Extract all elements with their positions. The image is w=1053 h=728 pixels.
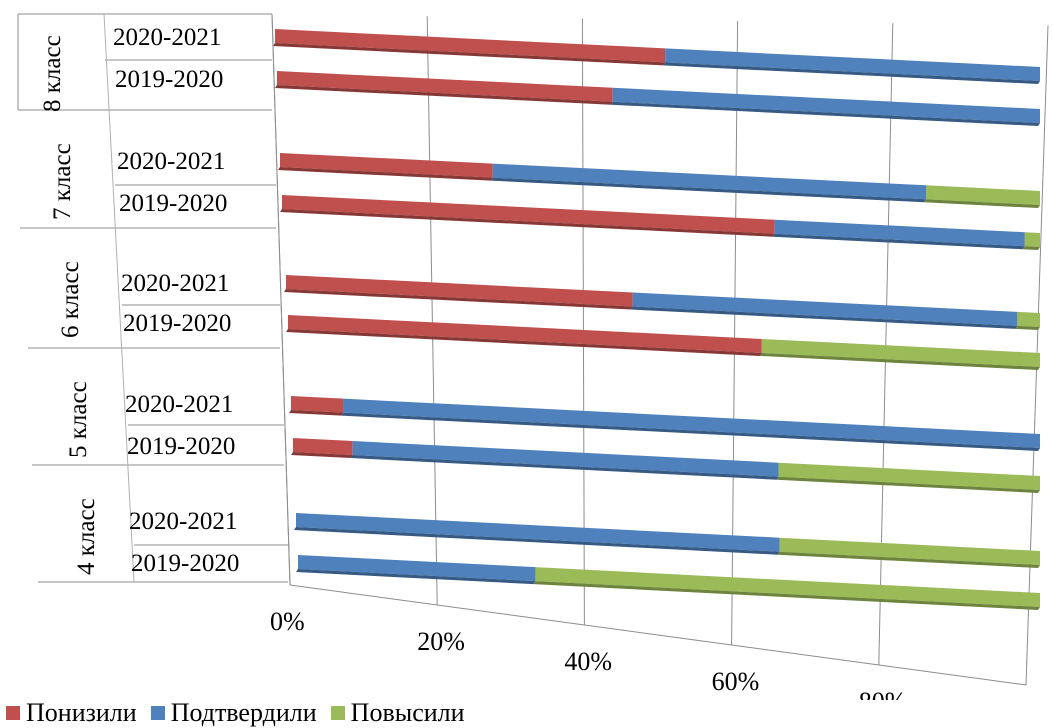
bar-shade-6-0 — [289, 410, 344, 416]
legend-swatch-0 — [6, 706, 20, 720]
row-label-6: 2020-2021 — [125, 391, 233, 418]
row-label-1: 2019-2020 — [115, 66, 223, 93]
gridline-4 — [878, 23, 894, 666]
grade-label-2: 6 класс — [57, 261, 84, 338]
grade-label-3: 5 класс — [65, 381, 92, 458]
bar-shade-7-2 — [776, 476, 1040, 493]
label-divider — [103, 13, 135, 583]
bar-4-2 — [1017, 311, 1040, 327]
bar-4-1 — [632, 292, 1018, 326]
legend-swatch-2 — [330, 706, 345, 720]
row-label-4: 2020-2021 — [121, 270, 229, 297]
bar-shade-3-1 — [772, 233, 1025, 250]
bar-3-0 — [282, 195, 775, 234]
bar-6-1 — [343, 398, 1040, 448]
bar-shade-7-0 — [291, 452, 353, 459]
bar-6-0 — [291, 396, 344, 413]
bar-shade-1-0 — [275, 85, 613, 105]
bar-shade-4-0 — [284, 289, 633, 310]
row-label-8: 2020-2021 — [129, 508, 237, 535]
row-label-0: 2020-2021 — [113, 24, 221, 51]
row-label-7: 2019-2020 — [127, 433, 235, 460]
bar-1-1 — [612, 87, 1040, 123]
bar-shade-9-1 — [296, 569, 536, 585]
bar-2-2 — [926, 185, 1040, 205]
bar-shade-7-1 — [350, 455, 779, 480]
bar-shade-5-0 — [286, 329, 762, 356]
row-label-9: 2019-2020 — [131, 550, 239, 577]
axis-floor-line — [289, 584, 1027, 686]
bar-5-2 — [761, 338, 1040, 367]
bar-3-1 — [774, 219, 1025, 247]
row-label-3: 2019-2020 — [119, 190, 227, 217]
grade-label-1: 7 класс — [49, 143, 76, 220]
row-label-2: 2020-2021 — [117, 148, 225, 175]
bar-shade-1-1 — [610, 101, 1040, 126]
legend-item-0: Понизили — [6, 698, 137, 728]
bar-shade-0-0 — [273, 43, 666, 66]
bar-shade-9-2 — [533, 581, 1040, 610]
bar-9-2 — [535, 567, 1040, 607]
bar-2-0 — [280, 153, 493, 178]
bar-shade-2-1 — [490, 177, 926, 203]
bar-shade-8-2 — [777, 551, 1040, 568]
bar-0-0 — [275, 29, 666, 63]
legend-label-2: Повысили — [350, 698, 465, 727]
bar-shade-2-2 — [924, 199, 1040, 208]
row-label-5: 2019-2020 — [123, 310, 231, 337]
bar-1-0 — [277, 71, 613, 102]
bar-3-2 — [1024, 232, 1040, 247]
x-tick-label-1: 20% — [417, 627, 465, 656]
x-tick-label-2: 40% — [564, 647, 612, 676]
bar-8-2 — [779, 537, 1040, 565]
legend-label-1: Подтвердили — [170, 698, 317, 727]
bar-shade-0-1 — [663, 62, 1040, 84]
legend-item-1: Подтвердили — [150, 698, 317, 728]
y-axis-line — [271, 13, 291, 586]
legend-swatch-1 — [150, 706, 165, 720]
bar-shade-3-2 — [1022, 246, 1040, 250]
bar-2-1 — [492, 163, 926, 200]
bar-shade-5-2 — [759, 352, 1040, 370]
grade-label-0: 8 класс — [39, 35, 66, 112]
grade-label-4: 4 класс — [73, 498, 100, 575]
bar-0-1 — [665, 48, 1040, 81]
gridline-2 — [581, 18, 585, 626]
x-tick-label-4: 80% — [859, 687, 907, 700]
bar-5-0 — [288, 315, 762, 353]
bar-shade-3-0 — [280, 209, 775, 237]
legend-item-2: Повысили — [330, 698, 465, 728]
bar-shade-4-2 — [1015, 325, 1040, 330]
bar-8-1 — [296, 513, 780, 552]
bar-9-1 — [298, 555, 536, 582]
legend: Понизили Подтвердили Повысили — [6, 698, 465, 728]
bar-shade-4-1 — [630, 306, 1018, 329]
gridline-1 — [426, 16, 438, 606]
legend-label-0: Понизили — [26, 698, 137, 727]
x-tick-label-0: 0% — [270, 607, 305, 636]
bar-shade-2-0 — [278, 167, 493, 181]
bar-7-0 — [293, 438, 353, 456]
bar-shade-6-1 — [341, 412, 1040, 451]
bar-4-0 — [286, 275, 633, 307]
bar-shade-8-1 — [294, 527, 780, 555]
bar-7-1 — [352, 441, 779, 477]
x-tick-label-3: 60% — [712, 667, 760, 696]
bar-7-2 — [778, 462, 1040, 490]
